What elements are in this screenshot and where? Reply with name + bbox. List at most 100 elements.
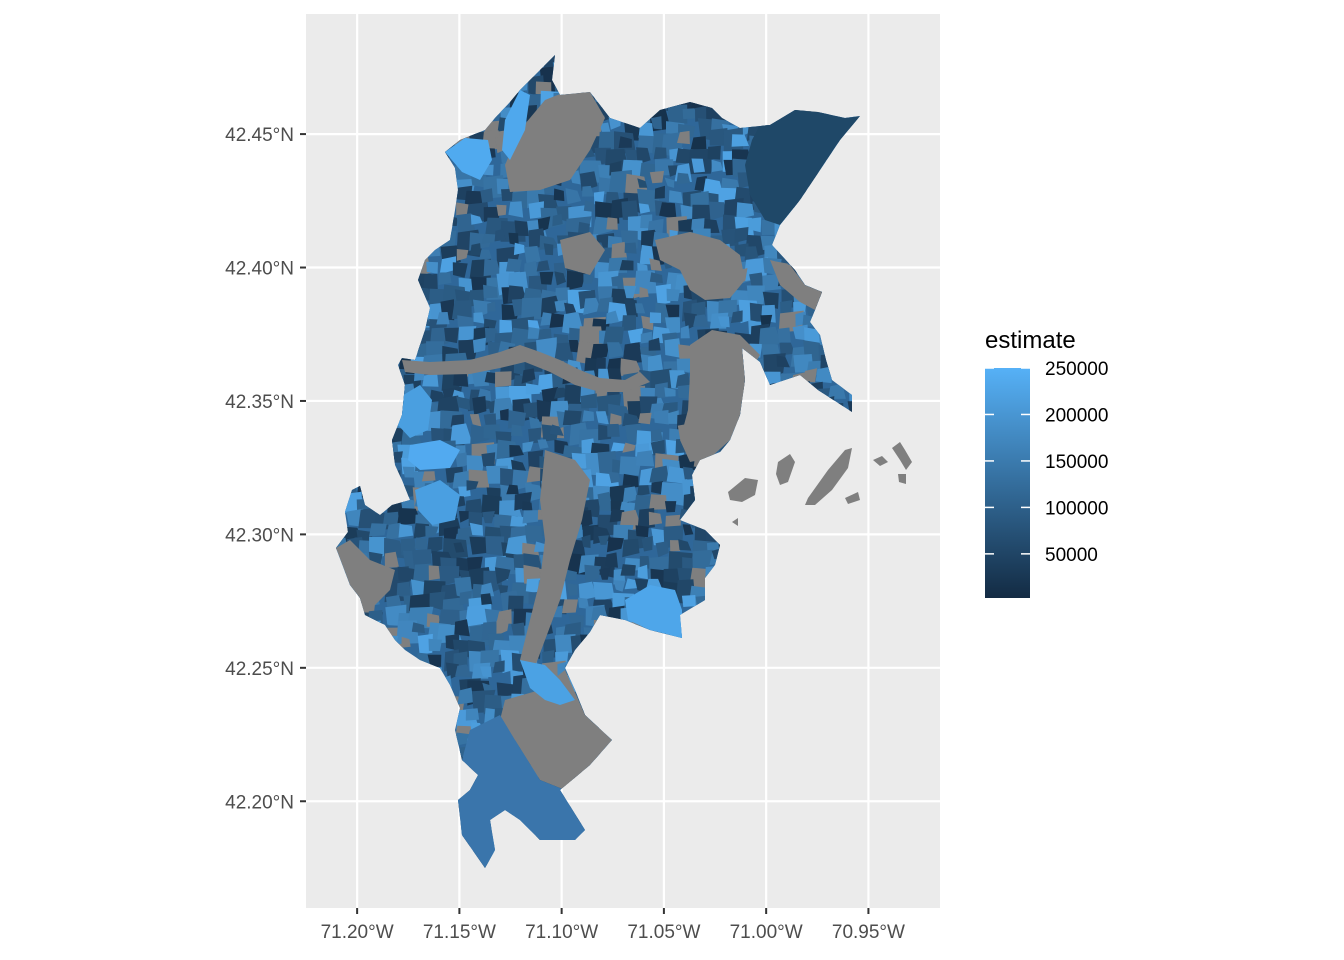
tract: [579, 171, 598, 191]
tract: [649, 170, 664, 184]
tract: [412, 563, 434, 584]
tract: [590, 343, 610, 361]
tract: [472, 337, 487, 353]
y-tick-label: 42.40°N: [225, 259, 294, 280]
tract: [553, 188, 565, 202]
tract: [537, 439, 549, 449]
tract: [627, 328, 643, 344]
tract: [618, 136, 632, 148]
tract: [613, 580, 626, 592]
tract: [690, 191, 709, 209]
y-tick-label: 42.45°N: [225, 125, 294, 146]
region-east-missing: [655, 232, 745, 300]
tract: [641, 536, 653, 552]
island-small-3: [898, 474, 906, 484]
tract: [549, 424, 564, 436]
tract: [524, 245, 541, 264]
tract: [605, 552, 618, 568]
tract: [465, 708, 480, 721]
tract: [507, 595, 524, 612]
tract: [621, 200, 639, 221]
tract: [411, 622, 425, 634]
tract: [453, 370, 469, 387]
tract: [609, 413, 622, 428]
tract: [426, 261, 438, 274]
tract: [598, 535, 609, 545]
tract: [637, 262, 648, 274]
tract: [709, 128, 728, 146]
tract: [508, 201, 524, 218]
tract: [660, 482, 688, 507]
tract: [456, 249, 469, 261]
tract: [480, 593, 493, 606]
tract: [479, 249, 492, 260]
tract: [470, 214, 483, 225]
tract: [455, 452, 468, 469]
tract: [792, 324, 808, 341]
x-tick-label: 71.15°W: [423, 922, 496, 943]
tract: [667, 165, 679, 177]
tract: [607, 423, 620, 437]
legend-break-label: 100000: [1045, 498, 1108, 519]
tract: [762, 291, 779, 309]
tract: [542, 650, 555, 665]
tract: [358, 507, 377, 529]
tract: [443, 526, 459, 541]
tract: [655, 541, 669, 558]
tract: [640, 331, 652, 344]
tract: [578, 581, 597, 601]
tract: [650, 429, 663, 442]
tract: [776, 355, 790, 368]
tract: [603, 326, 625, 345]
tract: [610, 500, 622, 513]
tract: [620, 358, 644, 377]
legend-break-label: 50000: [1045, 545, 1098, 566]
tract: [480, 582, 495, 597]
tract: [638, 412, 652, 425]
tract: [722, 214, 738, 231]
region-west-light: [395, 385, 432, 438]
tract: [438, 272, 452, 285]
tract: [428, 638, 442, 652]
tract: [561, 599, 578, 614]
tract: [637, 178, 648, 188]
tract: [734, 227, 749, 243]
tract: [622, 486, 638, 504]
tract: [654, 382, 668, 399]
tract: [779, 342, 796, 356]
y-tick-label: 42.35°N: [225, 392, 294, 413]
tract: [583, 200, 594, 212]
tract: [690, 136, 707, 151]
tract: [481, 233, 496, 244]
island-small-2: [892, 442, 912, 470]
legend-break-label: 150000: [1045, 452, 1108, 473]
tract: [427, 654, 442, 668]
tract: [664, 501, 677, 513]
tract: [676, 358, 691, 373]
tract: [639, 286, 649, 298]
tract: [513, 242, 526, 256]
tract: [605, 310, 619, 325]
tract: [439, 256, 457, 275]
tract: [707, 145, 721, 160]
tract: [649, 272, 663, 284]
tract: [583, 297, 602, 315]
tract: [344, 526, 361, 539]
tract: [709, 201, 727, 221]
tract: [421, 471, 436, 482]
tract: [536, 260, 550, 272]
y-tick-label: 42.20°N: [225, 792, 294, 813]
region-fens-missing: [560, 232, 605, 275]
tract: [521, 297, 543, 320]
region-mystic-missing: [770, 260, 822, 310]
tract: [482, 682, 494, 693]
tract: [610, 442, 626, 452]
tract: [539, 271, 554, 285]
tract: [638, 122, 654, 139]
tract: [524, 525, 544, 544]
x-tick-label: 70.95°W: [832, 922, 905, 943]
tract: [566, 583, 578, 596]
tract: [744, 246, 759, 261]
tract: [577, 221, 590, 235]
tract: [802, 368, 817, 383]
